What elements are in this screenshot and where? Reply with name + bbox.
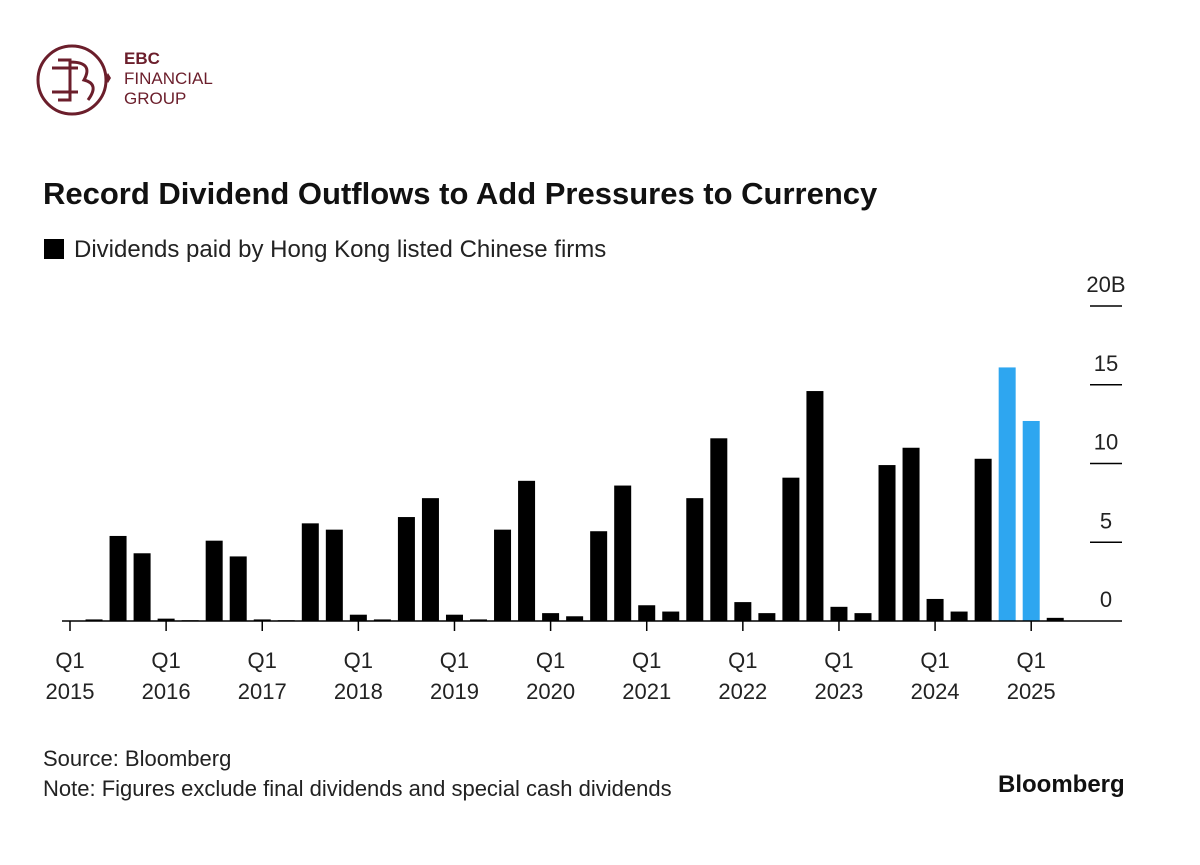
bar — [133, 553, 151, 621]
bar — [830, 606, 848, 621]
bar — [638, 605, 656, 621]
legend-label: Dividends paid by Hong Kong listed Chine… — [74, 236, 606, 263]
bar — [518, 480, 536, 621]
bar — [662, 611, 680, 621]
x-tick-label: Q1 2025 — [1006, 648, 1056, 704]
bar — [85, 619, 103, 621]
x-tick-label: Q1 2023 — [814, 648, 864, 704]
bar — [1022, 420, 1040, 621]
brand: GROUP — [124, 89, 186, 108]
bar — [758, 613, 776, 621]
bar — [421, 498, 439, 621]
x-tick-label: Q1 2018 — [333, 648, 383, 704]
chart-title: Record Dividend Outflows to Add Pressure… — [43, 176, 878, 211]
x-tick-label: Q1 2020 — [526, 648, 576, 704]
publisher: Bloomberg — [998, 771, 1125, 798]
bar — [542, 613, 560, 621]
bar — [590, 531, 608, 621]
bar — [902, 447, 920, 621]
x-tick-label: Q1 2024 — [910, 648, 960, 704]
note: Note: Figures exclude final dividends an… — [43, 776, 672, 801]
bar — [878, 465, 896, 621]
bar — [373, 619, 391, 621]
bar — [494, 529, 512, 621]
y-tick-label: 10 — [1094, 430, 1118, 455]
bar — [445, 614, 463, 621]
bar — [686, 498, 704, 621]
bar — [397, 517, 415, 621]
bar — [205, 540, 223, 621]
y-tick-label: 15 — [1094, 351, 1118, 376]
y-tick-label: 5 — [1100, 508, 1112, 533]
bar — [854, 613, 872, 621]
brand: EBC — [124, 49, 160, 68]
x-tick-label: Q1 2021 — [622, 648, 672, 704]
bar — [926, 598, 944, 621]
source: Source: Bloomberg — [43, 746, 231, 771]
y-tick-label: 20B — [1086, 272, 1125, 297]
bar — [253, 619, 271, 621]
bar — [734, 602, 752, 621]
bar — [974, 458, 992, 621]
bar — [157, 618, 175, 621]
bar — [470, 619, 488, 621]
x-tick-label: Q1 2016 — [141, 648, 191, 704]
bar — [566, 616, 584, 621]
legend-swatch — [44, 239, 64, 259]
bar — [1046, 617, 1064, 621]
bar — [109, 535, 127, 621]
x-tick-label: Q1 2017 — [237, 648, 287, 704]
logo — [36, 44, 111, 116]
x-tick-label: Q1 2019 — [429, 648, 479, 704]
bar — [782, 477, 800, 621]
x-tick-label: Q1 2015 — [45, 648, 95, 704]
bar — [325, 529, 343, 621]
bar — [950, 611, 968, 621]
bar — [710, 438, 728, 621]
y-tick-label: 0 — [1100, 587, 1112, 612]
brand: FINANCIAL — [124, 69, 213, 88]
bar — [806, 391, 824, 621]
bar — [998, 367, 1016, 621]
bar — [229, 556, 247, 621]
bar — [614, 485, 632, 621]
bar — [349, 614, 367, 621]
bar — [301, 523, 319, 621]
x-tick-label: Q1 2022 — [718, 648, 768, 704]
